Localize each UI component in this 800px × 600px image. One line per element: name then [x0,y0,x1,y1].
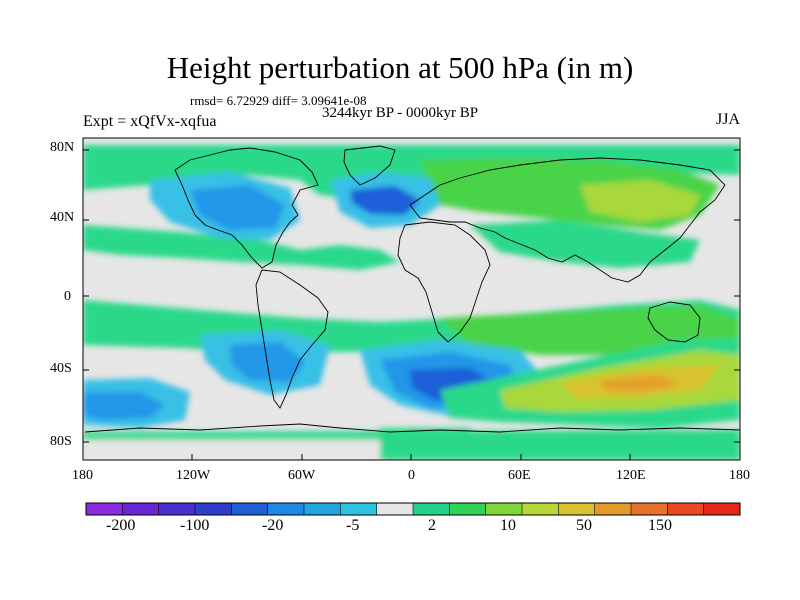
anomaly-region [380,428,470,446]
colorbar-swatch [195,503,232,515]
colorbar-swatch [304,503,341,515]
australia-coast [647,301,701,343]
lat-label-0: 0 [64,289,71,304]
anomaly-region [83,440,380,460]
south-america-coast [255,269,329,409]
colorbar-label: -200 [106,517,136,534]
colorbar-swatch [449,503,487,515]
colorbar-swatch [158,503,196,515]
antarctica-coast [84,423,740,433]
lon-label-60e: 60E [508,468,531,483]
experiment-label: Expt = xQfVx-xqfua [83,113,217,130]
colorbar-label: 150 [648,517,672,534]
colorbar-swatch [594,503,632,515]
colorbar-swatch [703,503,741,515]
colorbar-swatch [86,503,123,515]
lon-label-180w: 180 [72,468,93,483]
coastlines [84,145,740,433]
anomaly-region [190,185,285,230]
anomaly-region [440,305,740,355]
lon-label-0: 0 [408,468,415,483]
lon-label-60w: 60W [288,468,316,483]
anomaly-region [580,180,700,222]
plot-title: Height perturbation at 500 hPa (in m) [166,50,634,85]
colorbar-swatch [558,503,596,515]
height-field [83,138,740,460]
greenland-coast [343,145,396,186]
lat-label-40n: 40N [50,210,75,225]
colorbar-swatch [485,503,523,515]
colorbar-label: -100 [180,517,210,534]
colorbar-swatch [667,503,705,515]
colorbar-swatch [413,503,450,515]
colorbar-swatch [376,503,414,515]
colorbar-swatch [122,503,160,515]
anomaly-region [470,220,700,268]
colorbar [85,502,741,516]
season-label: JJA [716,111,741,128]
anomaly-region [350,186,420,215]
colorbar-label: -20 [262,517,284,534]
lat-label-40s: 40S [50,361,72,376]
colorbar-label: 50 [576,517,592,534]
lat-label-80n: 80N [50,140,75,155]
colorbar-label: -5 [346,517,360,534]
colorbar-swatch [231,503,269,515]
colorbar-swatch [631,503,668,515]
colorbar-label: 10 [500,517,516,534]
colorbar-label: 2 [428,517,436,534]
colorbar-swatch [340,503,378,515]
lon-label-120e: 120E [616,468,646,483]
africa-coast [397,221,491,343]
anomaly-region [600,375,680,392]
colorbar-swatch [522,503,559,515]
anomaly-region [83,392,165,420]
period-label: 3244kyr BP - 0000kyr BP [322,105,479,121]
colorbar-swatch [267,503,305,515]
north-america-coast [174,147,319,269]
lon-label-120w: 120W [176,468,211,483]
europe-asia-coast [409,157,726,283]
lon-label-180e: 180 [729,468,750,483]
lat-label-80s: 80S [50,434,72,449]
rmsd-diff-label: rmsd= 6.72929 diff= 3.09641e-08 [190,93,367,108]
anomaly-region [83,225,400,270]
